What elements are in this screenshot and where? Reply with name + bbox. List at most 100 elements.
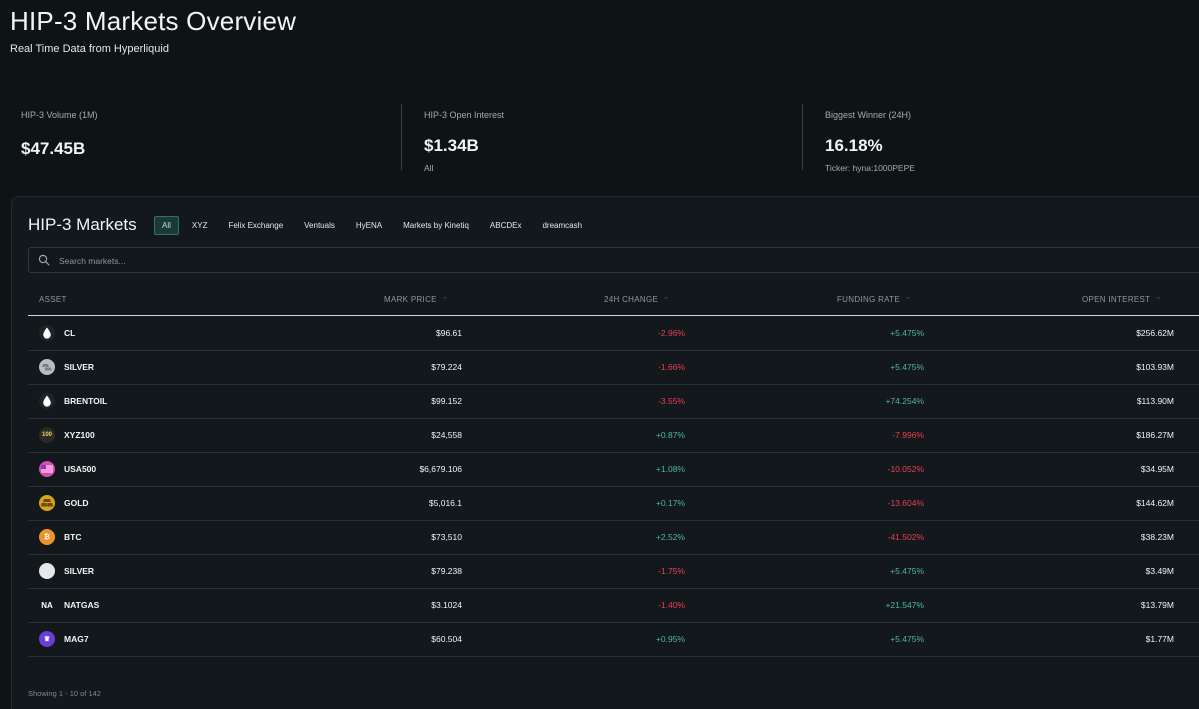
- mag7-crown-icon: ♛: [39, 631, 55, 647]
- stat-open-interest: HIP-3 Open Interest $1.34B All: [401, 104, 814, 173]
- table-row[interactable]: ♛ MAG7 $60.504 +0.95% +5.475% $1.77M: [28, 622, 1199, 657]
- funding-rate: -7.996%: [892, 430, 924, 440]
- funding-rate: +74.254%: [885, 396, 924, 406]
- column-label: ASSET: [39, 295, 67, 304]
- funding-rate: +5.475%: [890, 634, 924, 644]
- stat-volume: HIP-3 Volume (1M) $47.45B: [21, 104, 391, 170]
- asset-name: SILVER: [64, 566, 95, 576]
- mark-price: $6,679.106: [419, 464, 462, 474]
- asset-name: BRENTOIL: [64, 396, 108, 406]
- open-interest: $38.23M: [1140, 532, 1174, 542]
- column-header-open-interest[interactable]: OPEN INTEREST ⌃: [1082, 295, 1162, 304]
- asset-name: USA500: [64, 464, 97, 474]
- table-row[interactable]: BRENTOIL $99.152 -3.55% +74.254% $113.90M: [28, 384, 1199, 419]
- stat-biggest-winner: Biggest Winner (24H) 16.18% Ticker: hyna…: [802, 104, 1199, 173]
- asset-name: SILVER: [64, 362, 95, 372]
- open-interest: $113.90M: [1136, 396, 1174, 406]
- sort-arrow-icon: ⌃: [905, 297, 912, 304]
- oil-drop-icon: [39, 393, 55, 409]
- change-24h: +1.08%: [655, 464, 685, 474]
- column-header-24h-change[interactable]: 24H CHANGE ⌃: [604, 295, 669, 304]
- asset-name: GOLD: [64, 498, 89, 508]
- silver-bars-glyph: [42, 364, 52, 371]
- filter-chip-all[interactable]: All: [154, 216, 179, 235]
- open-interest: $103.93M: [1136, 362, 1174, 372]
- stat-note: Ticker: hyna:1000PEPE: [825, 163, 915, 173]
- mark-price: $24,558: [431, 430, 462, 440]
- table-row[interactable]: CL $96.61 -2.96% +5.475% $256.62M: [28, 316, 1199, 351]
- stat-value: 16.18%: [825, 136, 883, 155]
- asset-name: BTC: [64, 532, 82, 542]
- filter-chip-kinetiq[interactable]: Markets by Kinetiq: [403, 221, 469, 230]
- xyz100-icon: 100: [39, 427, 55, 443]
- search-input[interactable]: [57, 250, 661, 272]
- filter-chip-xyz[interactable]: XYZ: [191, 221, 208, 230]
- mark-price: $79.238: [431, 566, 462, 576]
- table-row[interactable]: USA500 $6,679.106 +1.08% -10.052% $34.95M: [28, 452, 1199, 487]
- mark-price: $96.61: [436, 328, 462, 338]
- funding-rate: -41.502%: [887, 532, 924, 542]
- change-24h: +2.52%: [655, 532, 685, 542]
- asset-name: NATGAS: [64, 600, 100, 610]
- funding-rate: +21.547%: [885, 600, 924, 610]
- silver-coin-icon: [39, 359, 55, 375]
- gold-bars-glyph: [41, 499, 53, 507]
- filter-chip-hyena[interactable]: HyENA: [355, 221, 383, 230]
- open-interest: $34.95M: [1140, 464, 1174, 474]
- silver-coin-icon: [39, 563, 55, 579]
- table-row[interactable]: GOLD $5,016.1 +0.17% -13.604% $144.62M: [28, 486, 1199, 521]
- open-interest: $186.27M: [1136, 430, 1174, 440]
- change-24h: -1.40%: [658, 600, 685, 610]
- table-row[interactable]: SILVER $79.238 -1.75% +5.475% $3.49M: [28, 554, 1199, 589]
- gold-bars-icon: [39, 495, 55, 511]
- column-header-asset[interactable]: ASSET: [39, 295, 67, 304]
- markets-panel: HIP-3 Markets All XYZ Felix Exchange Ven…: [11, 196, 1199, 709]
- sort-arrow-icon: ⌃: [663, 297, 670, 304]
- mark-price: $79.224: [431, 362, 462, 372]
- change-24h: -2.96%: [658, 328, 685, 338]
- oil-drop-icon: [39, 325, 55, 341]
- filter-chip-ventuals[interactable]: Ventuals: [304, 221, 335, 230]
- bitcoin-icon: ₿: [39, 529, 55, 545]
- stat-label: Biggest Winner (24H): [825, 110, 912, 120]
- open-interest: $1.77M: [1145, 634, 1174, 644]
- table-row[interactable]: 100 XYZ100 $24,558 +0.87% -7.996% $186.27M: [28, 418, 1199, 453]
- column-header-mark-price[interactable]: MARK PRICE ⌃: [384, 295, 448, 304]
- change-24h: +0.17%: [655, 498, 685, 508]
- table-row[interactable]: NA NATGAS $3.1024 -1.40% +21.547% $13.79M: [28, 588, 1199, 623]
- open-interest: $3.49M: [1145, 566, 1174, 576]
- stat-label: HIP-3 Volume (1M): [21, 110, 98, 120]
- column-label: OPEN INTEREST: [1082, 295, 1151, 304]
- open-interest: $144.62M: [1136, 498, 1174, 508]
- sort-arrow-icon: ⌃: [1155, 297, 1162, 304]
- page-subtitle: Real Time Data from Hyperliquid: [10, 43, 169, 55]
- oil-drop-glyph: [43, 327, 51, 339]
- change-24h: -1.75%: [658, 566, 685, 576]
- asset-name: XYZ100: [64, 430, 95, 440]
- change-24h: +0.87%: [655, 430, 685, 440]
- funding-rate: +5.475%: [890, 566, 924, 576]
- funding-rate: -13.604%: [887, 498, 924, 508]
- usa500-icon: [39, 461, 55, 477]
- pagination-summary: Showing 1 - 10 of 142: [28, 689, 101, 698]
- table-row[interactable]: ₿ BTC $73,510 +2.52% -41.502% $38.23M: [28, 520, 1199, 555]
- search-icon: [38, 254, 50, 266]
- mark-price: $3.1024: [431, 600, 462, 610]
- table-header: ASSET MARK PRICE ⌃ 24H CHANGE ⌃ FUNDING RA…: [28, 287, 1199, 316]
- page-title: HIP-3 Markets Overview: [10, 6, 297, 36]
- filter-chip-abcdex[interactable]: ABCDEx: [489, 221, 522, 230]
- column-label: FUNDING RATE: [837, 295, 901, 304]
- mark-price: $60.504: [431, 634, 462, 644]
- stat-value: $1.34B: [424, 136, 479, 155]
- asset-name: CL: [64, 328, 76, 338]
- asset-name: MAG7: [64, 634, 89, 644]
- column-header-funding-rate[interactable]: FUNDING RATE ⌃: [837, 295, 911, 304]
- filter-chip-dreamcash[interactable]: dreamcash: [542, 221, 583, 230]
- usa500-glyph: [41, 465, 53, 473]
- stat-label: HIP-3 Open Interest: [424, 110, 505, 120]
- filter-chip-felix-exchange[interactable]: Felix Exchange: [228, 221, 284, 230]
- table-row[interactable]: SILVER $79.224 -1.66% +5.475% $103.93M: [28, 350, 1199, 385]
- funding-rate: +5.475%: [890, 328, 924, 338]
- oil-drop-glyph: [43, 395, 51, 407]
- change-24h: +0.95%: [655, 634, 685, 644]
